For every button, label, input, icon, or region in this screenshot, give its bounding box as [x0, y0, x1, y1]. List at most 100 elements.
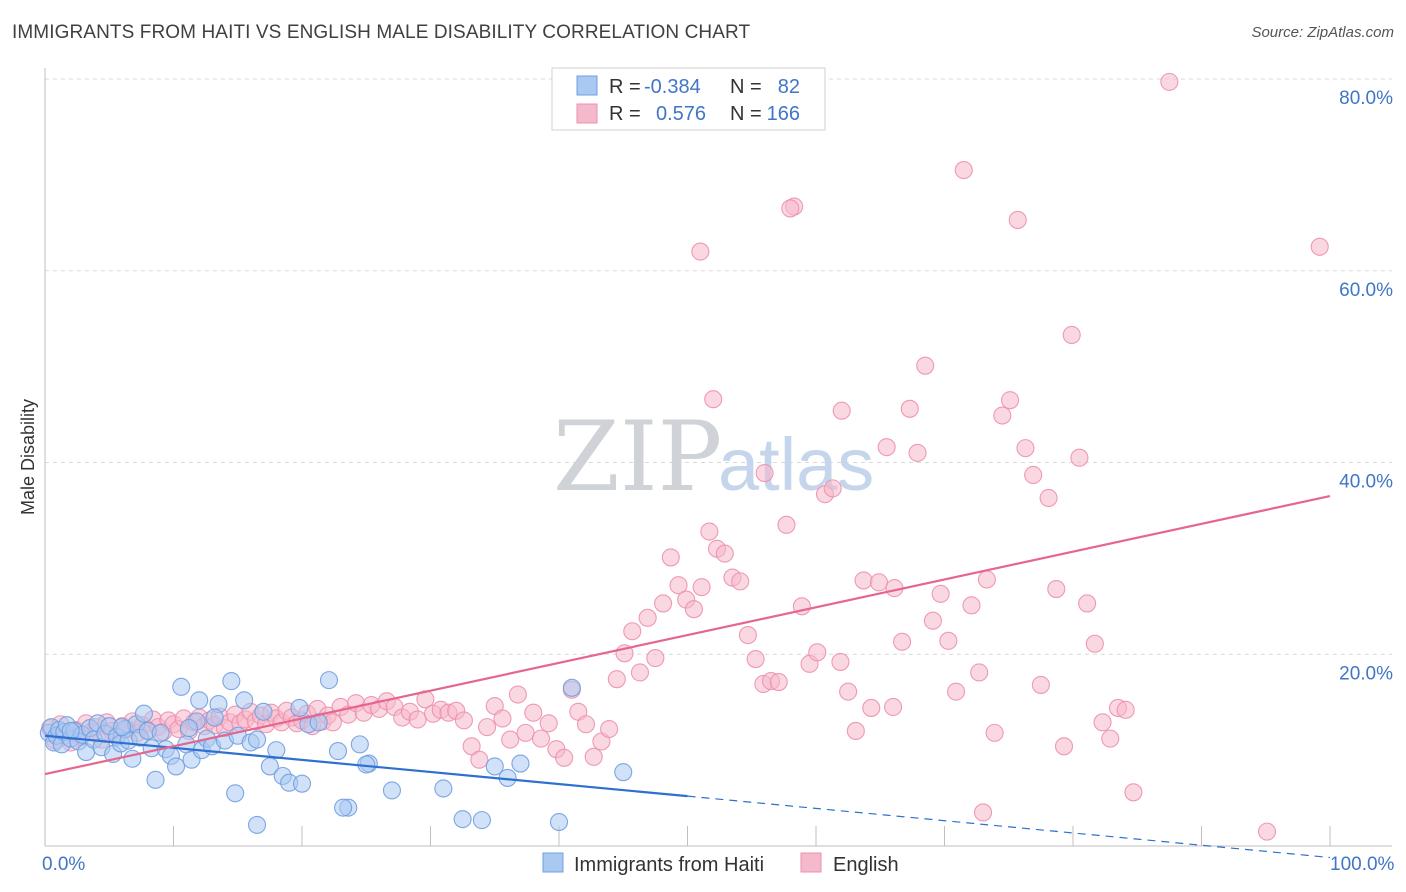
- english-point-102: [684, 600, 703, 619]
- english-point-118: [808, 643, 827, 662]
- english-point-163: [973, 803, 993, 822]
- legend-n-value-haiti: 82: [778, 76, 800, 98]
- haiti-trend-extension: [687, 795, 1331, 859]
- legend-r-label-english: R =: [609, 103, 641, 125]
- english-trend-line: [44, 494, 1331, 776]
- haiti-point-79: [562, 678, 581, 697]
- english-point-88: [576, 715, 596, 734]
- english-point-104: [700, 522, 719, 541]
- english-point-136: [947, 682, 966, 701]
- english-point-134: [931, 584, 950, 603]
- english-point-127: [877, 438, 896, 457]
- english-point-167: [832, 401, 851, 420]
- english-point-143: [1000, 391, 1020, 410]
- english-point-131: [908, 443, 927, 462]
- haiti-point-56: [290, 698, 309, 717]
- haiti-points: [39, 671, 633, 834]
- haiti-point-44: [222, 672, 241, 691]
- english-point-121: [831, 652, 850, 671]
- english-point-152: [1070, 448, 1089, 467]
- source-credit: Source: ZipAtlas.com: [1251, 24, 1394, 41]
- bottom-legend-label-haiti: Immigrants from Haiti: [574, 854, 764, 876]
- english-point-100: [669, 576, 688, 595]
- haiti-point-68: [472, 811, 491, 830]
- haiti-point-67: [434, 779, 453, 798]
- english-point-142: [993, 406, 1012, 425]
- english-point-124: [854, 571, 873, 590]
- english-point-141: [985, 723, 1004, 742]
- english-point-96: [638, 608, 657, 627]
- english-point-72: [454, 711, 473, 730]
- english-point-150: [1054, 737, 1074, 756]
- english-point-158: [1116, 700, 1135, 719]
- english-point-89: [584, 747, 603, 766]
- x-axis-ticks: [44, 826, 1331, 846]
- english-point-139: [970, 663, 989, 682]
- english-point-162: [1310, 237, 1329, 256]
- english-point-140: [977, 570, 996, 589]
- english-point-161: [1257, 822, 1277, 841]
- legend-r-value-english: 0.576: [656, 103, 706, 125]
- haiti-point-53: [267, 741, 286, 760]
- haiti-point-81: [292, 774, 312, 793]
- haiti-point-46: [235, 691, 254, 710]
- english-point-135: [939, 631, 958, 650]
- english-point-137: [954, 161, 973, 180]
- english-point-79: [508, 685, 527, 704]
- y-axis-tick-labels: 20.0% 40.0% 60.0% 80.0%: [1339, 88, 1393, 684]
- english-point-146: [1024, 465, 1043, 485]
- english-point-92: [607, 670, 626, 689]
- english-point-98: [654, 594, 673, 613]
- english-point-73: [462, 737, 481, 756]
- haiti-point-49: [247, 730, 267, 749]
- legend-n-value-english: 166: [767, 103, 800, 125]
- haiti-point-71: [511, 754, 530, 773]
- haiti-point-73: [549, 812, 569, 832]
- english-point-149: [1047, 580, 1066, 599]
- english-point-80: [516, 723, 535, 742]
- series-legend: Immigrants from Haiti English: [542, 852, 899, 876]
- x-tick-label-min: 0.0%: [42, 854, 85, 875]
- haiti-point-48: [179, 719, 198, 738]
- haiti-point-66: [382, 781, 402, 800]
- english-point-120: [823, 479, 842, 498]
- english-point-133: [923, 611, 942, 630]
- english-point-97: [646, 649, 665, 668]
- legend-swatch-english: [576, 103, 598, 124]
- english-point-145: [1016, 439, 1035, 458]
- english-point-114: [777, 515, 796, 534]
- x-tick-label-max: 100.0%: [1330, 854, 1395, 875]
- english-point-147: [1031, 675, 1050, 694]
- gridlines: [45, 78, 1392, 655]
- watermark: ZIP atlas: [553, 401, 874, 513]
- legend-r-label-haiti: R =: [609, 76, 641, 98]
- bottom-legend-label-english: English: [833, 854, 899, 876]
- english-point-94: [623, 622, 642, 641]
- haiti-trend-line: [44, 734, 688, 798]
- english-point-132: [916, 356, 935, 375]
- english-point-126: [869, 573, 889, 592]
- english-point-110: [746, 649, 765, 669]
- english-point-129: [893, 632, 912, 651]
- y-axis-label: Male Disability: [18, 399, 38, 515]
- english-point-156: [1101, 729, 1120, 748]
- y-tick-label-40: 40.0%: [1339, 472, 1393, 493]
- haiti-point-75: [190, 691, 209, 710]
- haiti-point-51: [254, 702, 273, 721]
- y-tick-label-20: 20.0%: [1339, 663, 1393, 684]
- english-point-91: [600, 719, 619, 739]
- english-point-155: [1093, 713, 1112, 732]
- haiti-point-35: [172, 677, 191, 696]
- english-point-99: [661, 548, 680, 567]
- haiti-point-72: [453, 810, 472, 829]
- bottom-legend-swatch-haiti: [542, 852, 564, 873]
- legend-swatch-haiti: [576, 75, 598, 96]
- english-point-75: [477, 718, 497, 737]
- y-tick-label-80: 80.0%: [1339, 88, 1393, 109]
- stats-legend: R = -0.384 N = 82 R = 0.576 N = 166: [551, 67, 826, 131]
- english-point-82: [531, 729, 551, 748]
- english-point-85: [555, 748, 574, 767]
- legend-n-label-english: N =: [730, 103, 762, 125]
- english-point-103: [692, 578, 711, 597]
